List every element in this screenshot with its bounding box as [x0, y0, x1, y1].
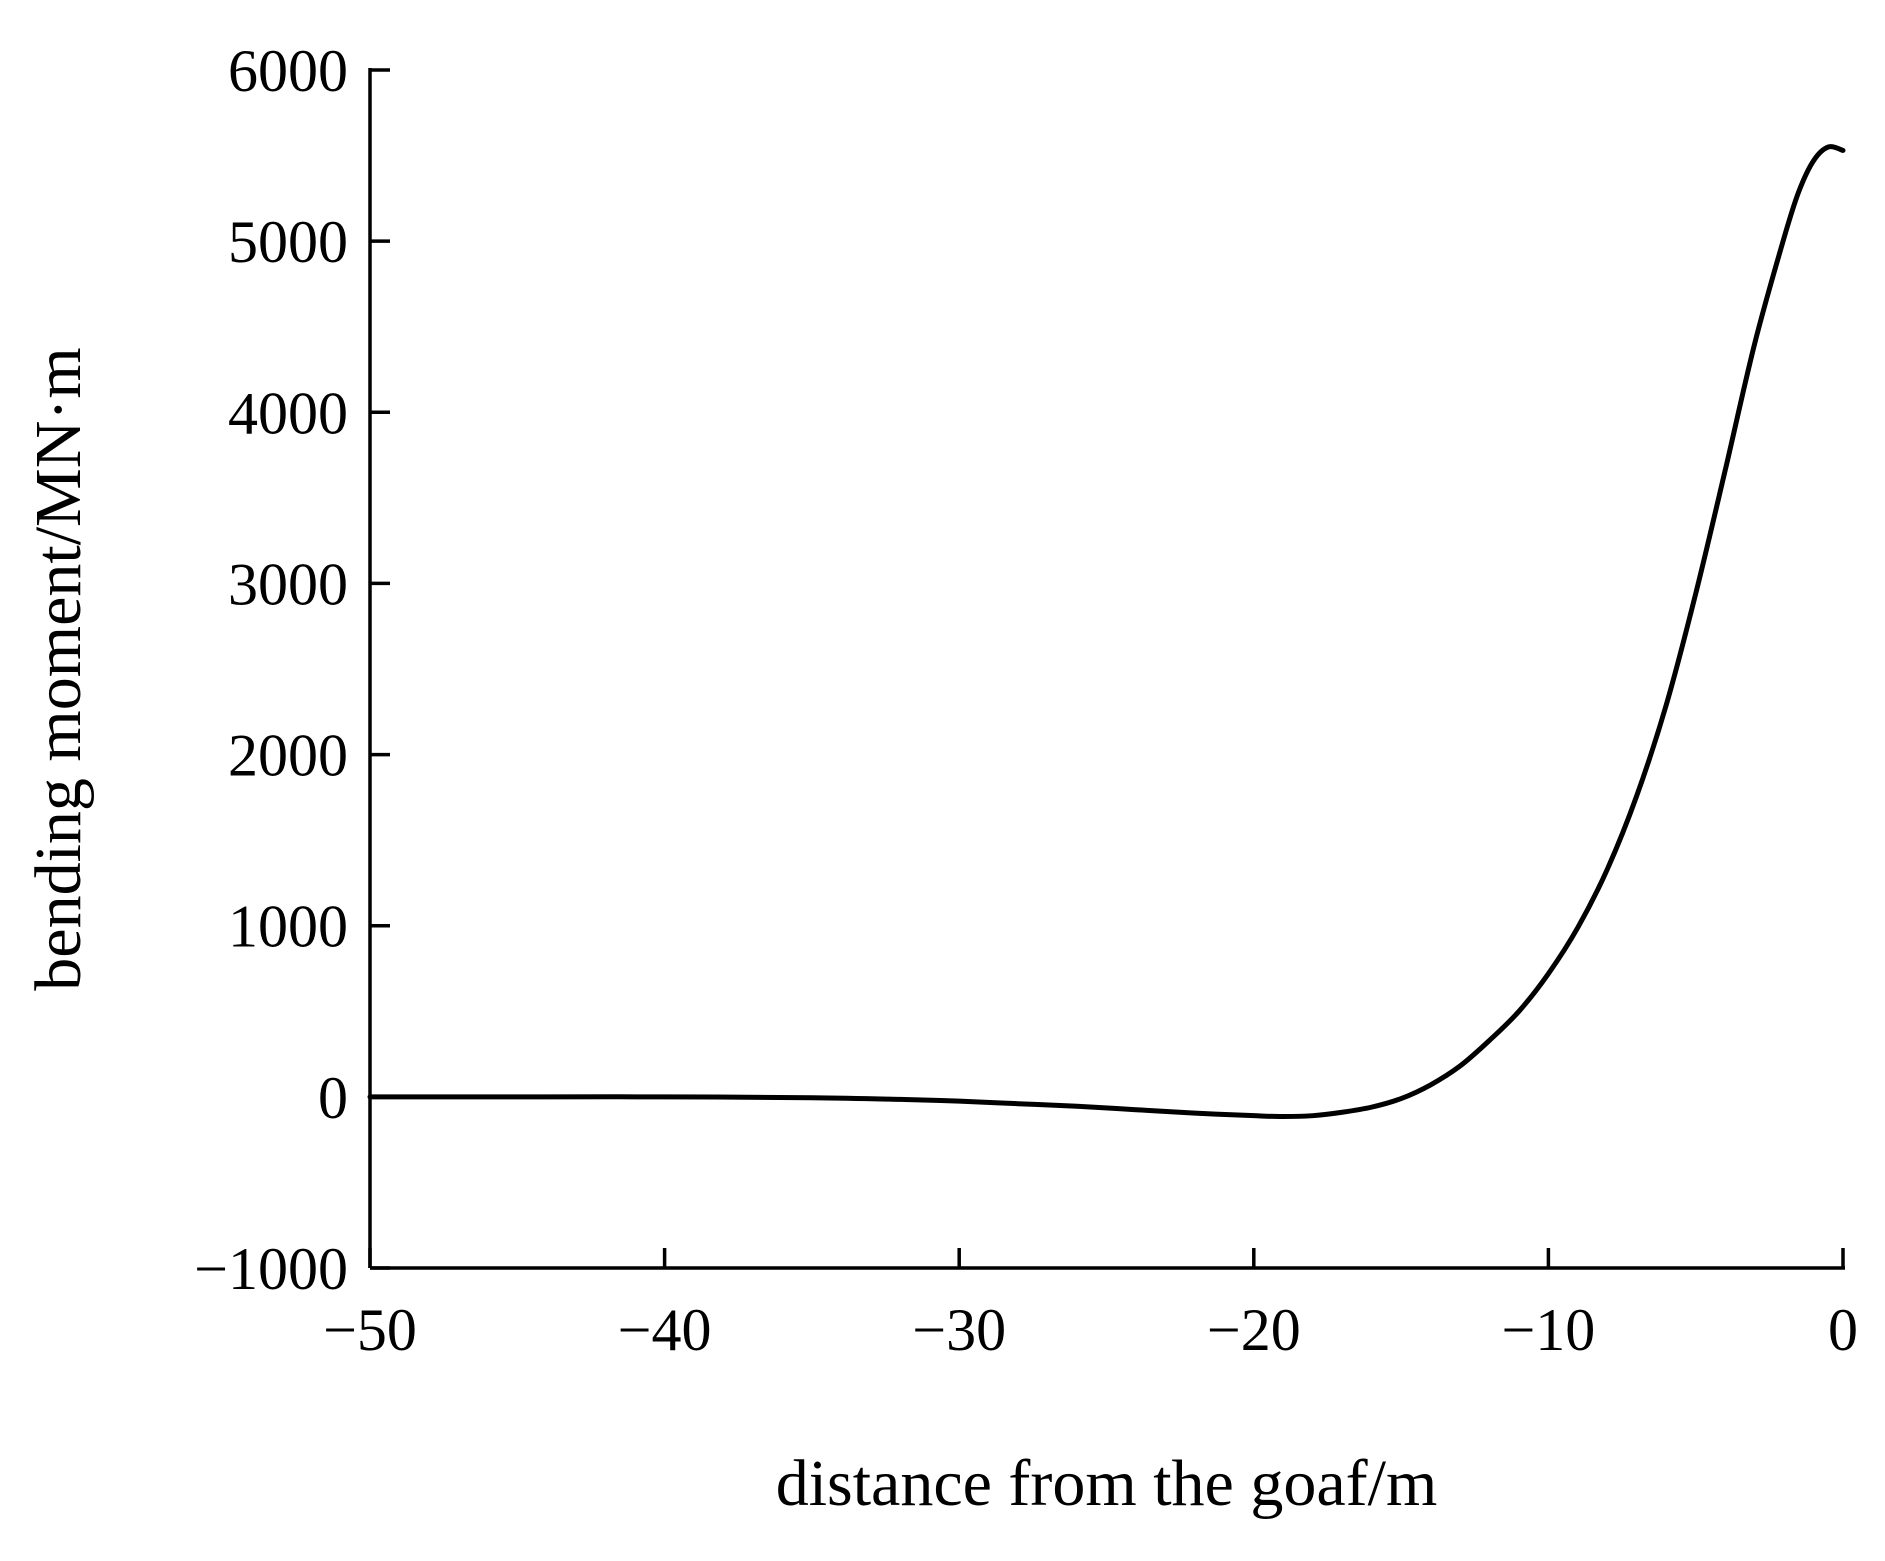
y-tick-label: −1000	[194, 1236, 348, 1302]
x-tick-label: −20	[1207, 1297, 1301, 1363]
x-ticks: −50 −40 −30 −20 −10 0	[323, 1248, 1858, 1363]
y-axis-title: bending moment/MN·m	[22, 347, 95, 990]
x-tick-label: 0	[1828, 1297, 1858, 1363]
y-tick-label: 2000	[228, 723, 348, 789]
x-tick-label: −50	[323, 1297, 417, 1363]
x-axis-title: distance from the goaf/m	[776, 1447, 1438, 1520]
x-tick-label: −30	[912, 1297, 1006, 1363]
axes	[368, 68, 1845, 1270]
y-tick-label: 0	[318, 1065, 348, 1131]
y-tick-label: 6000	[228, 38, 348, 104]
y-tick-label: 5000	[228, 209, 348, 275]
x-tick-label: −40	[618, 1297, 712, 1363]
y-tick-label: 1000	[228, 894, 348, 960]
y-tick-label: 4000	[228, 380, 348, 446]
plot-area	[367, 144, 1846, 1120]
y-tick-label: 3000	[228, 551, 348, 617]
x-tick-label: −10	[1501, 1297, 1595, 1363]
bending-moment-line	[367, 144, 1846, 1120]
y-ticks: −1000 0 1000 2000 3000 4000 5000 6000	[194, 38, 390, 1302]
